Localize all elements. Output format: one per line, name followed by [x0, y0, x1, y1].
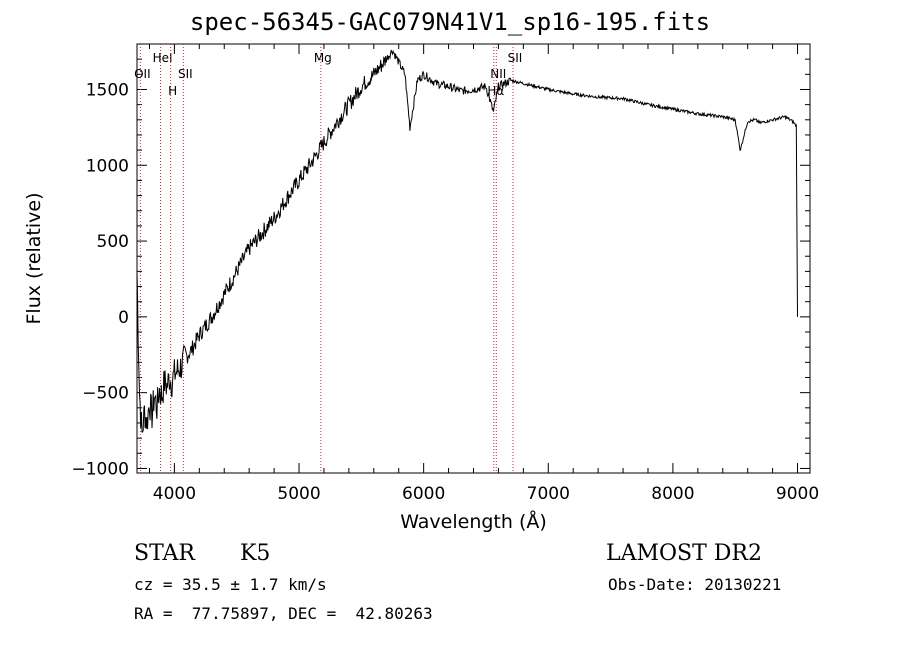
observation-date: Obs-Date: 20130221 [608, 575, 782, 594]
x-tick-label: 5000 [277, 484, 320, 504]
object-subclass: K5 [240, 541, 271, 566]
x-tick-label: 9000 [776, 484, 819, 504]
x-tick-label: 8000 [651, 484, 694, 504]
line-marker-label: HeI [153, 51, 173, 65]
line-marker-label: SII [508, 51, 523, 65]
survey-name: LAMOST DR2 [606, 541, 762, 566]
line-marker-label: OII [134, 67, 151, 81]
x-axis-label: Wavelength (Å) [400, 510, 547, 533]
chart-title: spec-56345-GAC079N41V1_sp16-195.fits [189, 8, 711, 36]
x-tick-label: 6000 [402, 484, 445, 504]
object-class: STAR [134, 541, 195, 566]
y-tick-label: 500 [97, 232, 129, 252]
line-marker-label: SII [178, 67, 193, 81]
y-tick-label: −500 [82, 384, 129, 404]
x-tick-label: 4000 [153, 484, 196, 504]
y-tick-label: 1000 [86, 156, 129, 176]
y-axis-label: Flux (relative) [23, 192, 45, 324]
y-tick-label: 1500 [86, 80, 129, 100]
x-tick-label: 7000 [527, 484, 570, 504]
coordinates-readout: RA = 77.75897, DEC = 42.80263 [134, 604, 433, 623]
line-marker-label: H [168, 84, 177, 98]
y-tick-label: −1000 [71, 459, 129, 479]
line-marker-label: NII [490, 67, 506, 81]
spectrum-series-line [136, 49, 798, 433]
plot-frame [136, 43, 811, 474]
line-marker-label: Mg [314, 51, 332, 65]
redshift-readout: cz = 35.5 ± 1.7 km/s [134, 575, 327, 594]
y-tick-label: 0 [118, 308, 129, 328]
